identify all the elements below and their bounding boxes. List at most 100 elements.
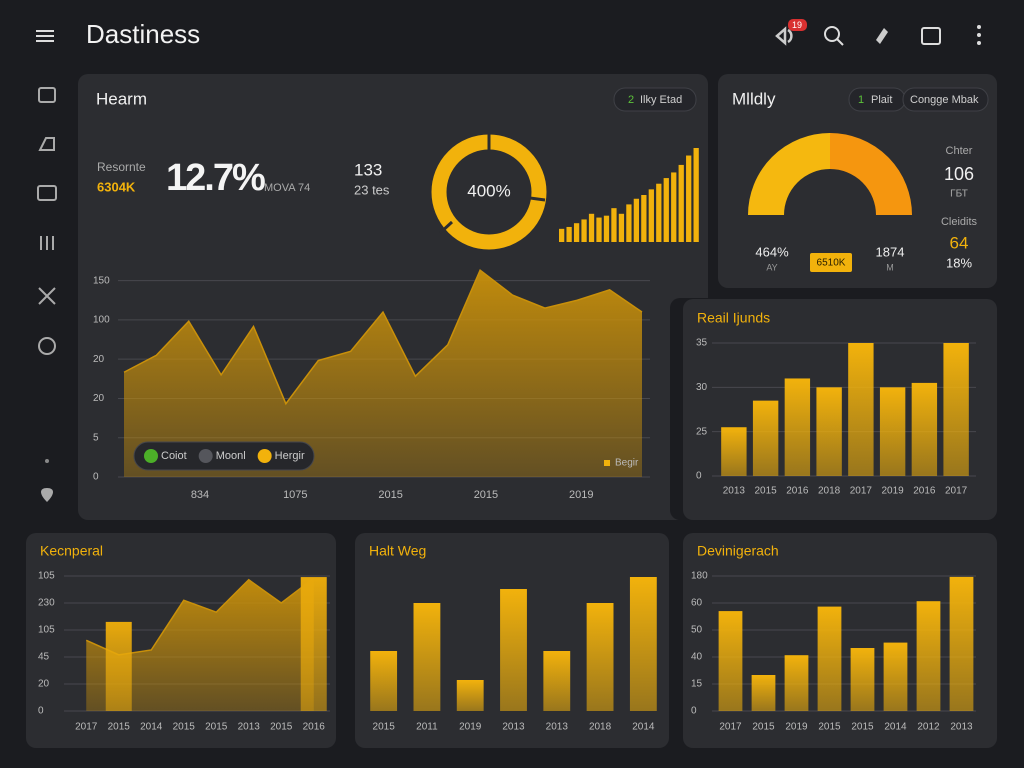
x-tick-label: 2019 (459, 722, 482, 733)
spark-bar (648, 189, 654, 242)
badge-text: 19 (792, 20, 802, 30)
x-tick-label: 2011 (416, 722, 438, 733)
spark-bar (633, 198, 640, 242)
nav-icon[interactable] (38, 287, 56, 305)
nav-icon[interactable] (40, 236, 54, 250)
bar (629, 577, 657, 711)
y-tick-label: 30 (696, 382, 708, 393)
x-tick-label: 2014 (884, 722, 907, 733)
x-tick-label: 2019 (882, 486, 905, 497)
x-tick-label: 2013 (546, 722, 569, 733)
pin-icon[interactable] (876, 28, 888, 44)
bar (300, 577, 327, 711)
y-tick-label: 20 (93, 393, 105, 404)
x-tick-label: 2017 (850, 486, 873, 497)
y-tick-label: 0 (696, 471, 702, 482)
y-tick-label: 20 (38, 679, 50, 690)
x-tick-label: 2015 (755, 486, 778, 497)
bar (752, 400, 779, 476)
panel-title: Hearm (96, 89, 147, 108)
button-label: Plait (871, 94, 892, 106)
legend: Coiot Moonl Hergir (133, 441, 315, 471)
x-tick-label: 2015 (373, 722, 396, 733)
bar (916, 601, 941, 711)
bar (911, 382, 938, 476)
x-tick-label: 2015 (108, 722, 131, 733)
menu-button[interactable] (36, 30, 54, 42)
kpi-value: 6304K (97, 179, 136, 194)
bar (721, 427, 747, 476)
notifications[interactable]: 19 (775, 19, 807, 46)
bar (817, 606, 842, 711)
nav-icon[interactable] (37, 185, 57, 201)
gauge-badge-bg (810, 253, 852, 272)
dot (977, 41, 981, 45)
bar (456, 680, 484, 711)
spark-bar (611, 208, 617, 242)
button-label: Congge Mbak (910, 94, 979, 106)
panel-title: Reail Ijunds (697, 310, 770, 326)
bar (370, 651, 398, 711)
x-tick-label: 2015 (474, 489, 498, 501)
button-bg (613, 87, 697, 112)
spark-bar (641, 195, 647, 242)
bar (943, 343, 969, 476)
notification-icon (775, 26, 793, 46)
panel-button[interactable]: 2 Ilky Etad (613, 87, 697, 112)
spark-bar (603, 215, 610, 242)
y-tick-label: 0 (691, 706, 697, 717)
bar (883, 642, 908, 711)
legend-bg (133, 441, 315, 471)
bar (850, 648, 875, 711)
bar (586, 603, 614, 711)
spark-bar (588, 213, 595, 242)
dot (977, 33, 981, 37)
x-tick-label: 1075 (283, 489, 307, 501)
gauge-arc (748, 133, 831, 216)
panel-button[interactable]: Congge Mbak (902, 87, 989, 112)
y-tick-label: 60 (691, 598, 703, 609)
sidebar (37, 87, 57, 502)
bar (751, 675, 776, 711)
y-tick-label: 20 (93, 354, 105, 365)
x-tick-label: 2013 (502, 722, 525, 733)
search-icon (836, 38, 844, 46)
nav-icon[interactable] (38, 137, 55, 151)
area (124, 270, 642, 477)
x-tick-label: 2013 (238, 722, 261, 733)
y-tick-label: 45 (38, 652, 50, 663)
y-tick-label: 40 (691, 652, 703, 663)
bar (543, 651, 571, 711)
search-icon (824, 26, 840, 42)
more-menu[interactable] (977, 25, 981, 45)
panel-button[interactable]: 1 Plait (848, 87, 906, 112)
x-tick-label: 2018 (818, 486, 841, 497)
y-tick-label: 15 (691, 679, 703, 690)
bar (784, 655, 809, 711)
y-tick-label: 0 (93, 472, 99, 483)
bar (784, 378, 811, 476)
gauge-arc (829, 133, 912, 216)
x-tick-label: 2015 (851, 722, 874, 733)
legend-label: Coiot (161, 450, 187, 462)
spark-bar (678, 164, 684, 242)
button-badge: 2 (628, 94, 634, 106)
x-tick-label: 2013 (950, 722, 973, 733)
nav-icon[interactable] (38, 87, 56, 103)
note-label: Begir (615, 458, 639, 469)
nav-dot (45, 459, 49, 463)
y-tick-label: 105 (38, 625, 55, 636)
kpi-main: 12.7% (166, 157, 265, 199)
spark-bar (573, 223, 580, 242)
search[interactable] (824, 26, 844, 46)
app-title: Dastiness (86, 19, 200, 49)
nav-icon[interactable] (41, 488, 53, 502)
x-tick-label: 2017 (945, 486, 968, 497)
y-tick-label: 150 (93, 275, 110, 286)
x-tick-label: 2019 (785, 722, 808, 733)
spark-bar (596, 217, 602, 242)
nav-icon[interactable] (38, 337, 56, 355)
side-label: Cleidits (941, 216, 978, 228)
bag-icon[interactable] (921, 27, 941, 45)
